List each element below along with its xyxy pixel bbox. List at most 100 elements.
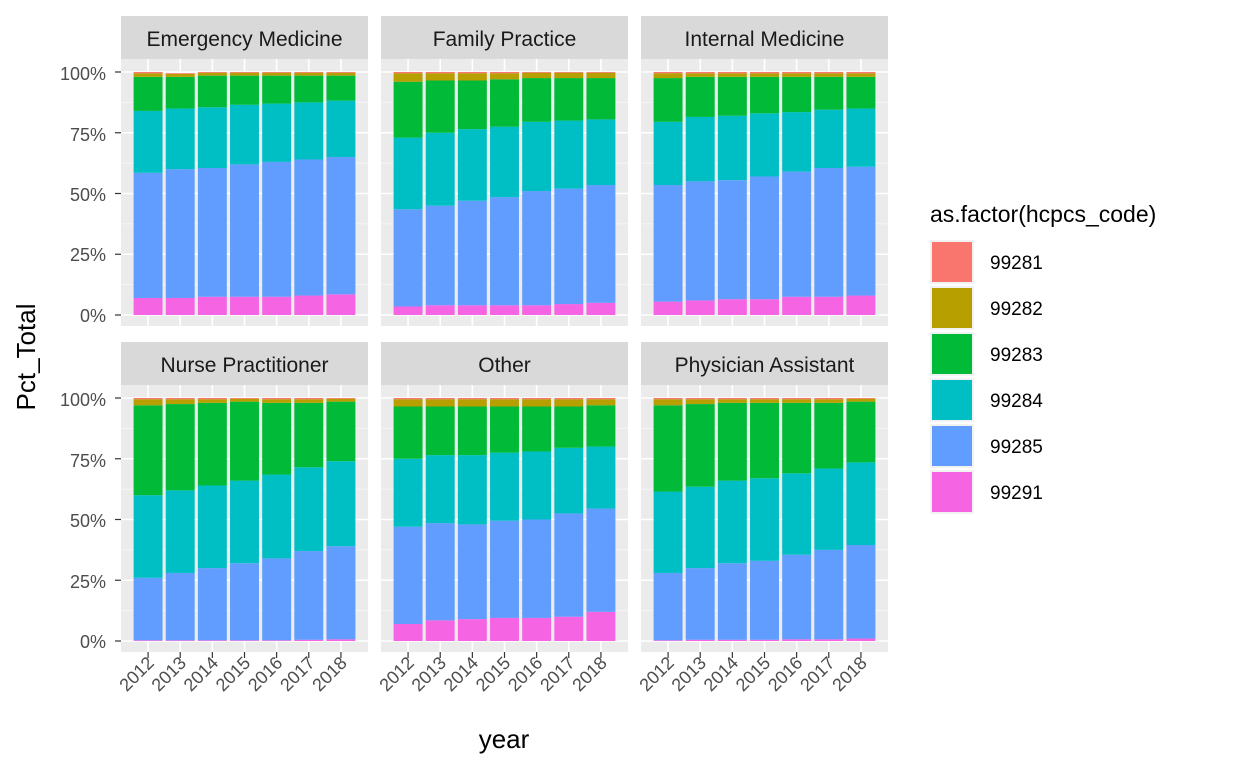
bar-segment [457, 398, 487, 400]
bar-segment [197, 399, 227, 403]
bar-segment [425, 455, 455, 524]
bar-segment [522, 519, 552, 618]
bar-segment [294, 72, 324, 73]
facet-strip-label: Family Practice [433, 28, 577, 51]
bar-segment [846, 108, 876, 167]
x-tick-label: 2013 [148, 653, 190, 695]
bar-segment [522, 451, 552, 520]
legend-entry: 99285 [930, 424, 1043, 468]
facet-strip-label: Other [478, 354, 531, 377]
bar-segment [685, 73, 715, 77]
bar-segment [294, 159, 324, 296]
bar-segment [393, 399, 423, 407]
bar-segment [554, 406, 584, 448]
bar-segment [425, 398, 455, 400]
bar-segment [750, 399, 779, 403]
bar-segment [197, 640, 227, 641]
bar-segment [165, 169, 195, 298]
x-tick-label: 2013 [408, 653, 450, 695]
bar-segment [197, 568, 227, 641]
legend-swatch [932, 288, 972, 328]
bar-segment [782, 171, 812, 297]
bar-segment [326, 546, 356, 640]
bar-segment [165, 73, 195, 77]
bar-segment [425, 523, 455, 621]
bar-segment [457, 619, 487, 641]
bar-segment [262, 558, 292, 641]
x-tick-label: 2014 [180, 653, 222, 695]
bar-segment [230, 164, 259, 297]
bar-segment [846, 76, 876, 109]
bar-segment [717, 299, 747, 315]
bar-segment [554, 616, 584, 641]
bar-segment [165, 399, 195, 405]
bar-segment [490, 406, 519, 453]
bar-segment [717, 76, 747, 116]
bar-segment [750, 560, 779, 640]
bar-segment [133, 640, 163, 641]
bar-segment [326, 72, 356, 76]
bar-segment [586, 405, 616, 447]
y-tick-label: 0% [80, 632, 106, 652]
facet-panels: Emergency Medicine Family Practice Interna… [115, 16, 888, 695]
bar-segment [294, 639, 324, 641]
bar-segment [717, 73, 747, 77]
bar-segment [814, 402, 844, 469]
bar-segment [554, 72, 584, 79]
bar-segment [586, 78, 616, 120]
legend-swatch [932, 242, 972, 282]
bar-segment [750, 113, 779, 177]
y-tick-label: 100% [60, 64, 106, 84]
bar-segment [814, 639, 844, 641]
bar-segment [490, 520, 519, 618]
bar-segment [262, 398, 292, 400]
bar-segment [326, 100, 356, 158]
bar-segment [653, 73, 683, 79]
bar-segment [846, 401, 876, 463]
bar-segment [814, 73, 844, 77]
bar-segment [490, 617, 519, 641]
bar-segment [586, 508, 616, 612]
x-tick-label: 2015 [472, 653, 514, 695]
bar-segment [653, 640, 683, 641]
y-axis-tick-labels: 100% 75% 50% 25% 0% 100% 75% 50% 25% 0% [60, 64, 106, 652]
bar-segment [262, 72, 292, 73]
bar-segment [425, 80, 455, 133]
x-tick-label: 2016 [504, 653, 546, 695]
bar-segment [457, 399, 487, 407]
bar-segment [262, 399, 292, 403]
bar-segment [522, 191, 552, 306]
bar-segment [685, 568, 715, 640]
bar-segment [262, 103, 292, 162]
bar-segment [294, 467, 324, 552]
bar-segment [230, 296, 259, 315]
bar-segment [133, 495, 163, 578]
bar-segment [814, 76, 844, 110]
bar-segment [782, 639, 812, 641]
bar-segment [490, 79, 519, 127]
bar-segment [554, 304, 584, 315]
facet-panel: Nurse Practitioner2012201320142015201620… [115, 342, 368, 695]
y-tick-label: 75% [70, 451, 106, 471]
bar-segment [653, 572, 683, 641]
bar-segment [230, 398, 259, 399]
bar-segment [294, 75, 324, 103]
bar-segment [165, 297, 195, 315]
bar-segment [133, 72, 163, 74]
bar-segment [326, 398, 356, 402]
bar-segment [814, 167, 844, 297]
bar-segment [750, 72, 779, 74]
bar-segment [782, 399, 812, 403]
facet-panel: Physician Assistant201220132014201520162… [635, 342, 888, 695]
bar-segment [685, 399, 715, 405]
bar-segment [490, 126, 519, 198]
bar-segment [522, 72, 552, 79]
bar-segment [814, 72, 844, 74]
facet-strip-label: Emergency Medicine [146, 28, 342, 51]
bar-segment [457, 455, 487, 525]
bar-segment [814, 468, 844, 550]
bar-segment [685, 398, 715, 400]
legend-swatch [932, 334, 972, 374]
